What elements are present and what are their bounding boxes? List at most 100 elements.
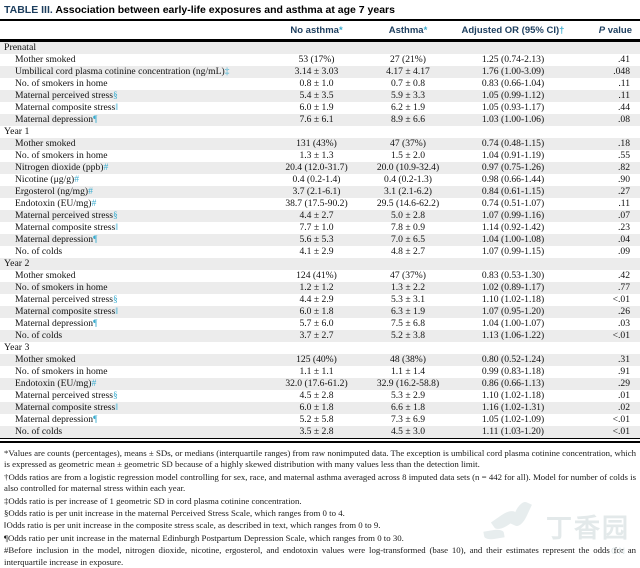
footnote-marker: ¶ xyxy=(93,414,98,425)
exposure-label: Maternal depression¶ xyxy=(0,234,270,246)
adjusted-or-value: 1.05 (1.02-1.09) xyxy=(481,414,545,425)
no-asthma-value: 124 (41%) xyxy=(296,270,337,281)
asthma-value: 32.9 (16.2-58.8) xyxy=(363,378,453,390)
exposure-label: Endotoxin (EU/mg)# xyxy=(0,378,270,390)
footnotes: *Values are counts (percentages), means … xyxy=(0,447,640,568)
data-row: Maternal perceived stress§ 4.5 ± 2.8 5.3 ±… xyxy=(0,390,640,402)
no-asthma-value: 3.14 ± 3.03 xyxy=(270,66,363,78)
p-value: .07 xyxy=(573,210,640,222)
adjusted-or-value: 0.74 (0.51-1.07) xyxy=(481,198,545,209)
p-value: <.01 xyxy=(573,330,640,342)
exposure-label: No. of smokers in home xyxy=(15,366,108,377)
footnote-marker: ‡ xyxy=(224,66,230,77)
asthma-value: 6.6 ± 1.8 xyxy=(363,402,453,414)
footnote-marker: ‖ xyxy=(115,222,118,233)
adjusted-or-value: 1.10 (1.02-1.18) xyxy=(481,390,545,401)
no-asthma-value: 1.1 ± 1.1 xyxy=(299,366,334,377)
footnote-marker: ¶ xyxy=(93,234,98,245)
asthma-value: 7.3 ± 6.9 xyxy=(390,414,426,425)
asthma-value: 1.5 ± 2.0 xyxy=(390,150,426,161)
exposure-label: Maternal perceived stress§ xyxy=(0,90,270,102)
data-row: Maternal composite stress‖ 6.0 ± 1.9 6.2 ±… xyxy=(0,102,640,114)
p-value: <.01 xyxy=(612,294,630,305)
asthma-value: 4.17 ± 4.17 xyxy=(363,66,453,78)
data-row: Mother smoked 124 (41%) 47 (37%) 0.83 (0.53… xyxy=(0,270,640,282)
data-row: Maternal depression¶ 5.2 ± 5.8 7.3 ± 6.9 1.… xyxy=(0,414,640,426)
asthma-value: 47 (37%) xyxy=(363,138,453,150)
section-label: Year 2 xyxy=(0,258,640,270)
table-caption: Association between early-life exposures… xyxy=(52,4,395,16)
no-asthma-value: 6.0 ± 1.8 xyxy=(270,402,363,414)
data-row: Mother smoked 131 (43%) 47 (37%) 0.74 (0.48… xyxy=(0,138,640,150)
adjusted-or-value: 1.13 (1.06-1.22) xyxy=(453,330,573,342)
exposure-label: Maternal composite stress‖ xyxy=(0,402,270,414)
data-table: No asthma* Asthma* Adjusted OR (95% CI)†… xyxy=(0,21,640,438)
p-value: .29 xyxy=(573,378,640,390)
no-asthma-value: 53 (17%) xyxy=(298,54,335,65)
footnote-marker: † xyxy=(559,25,565,36)
asthma-value: 5.9 ± 3.3 xyxy=(363,90,453,102)
p-value: .55 xyxy=(618,150,630,161)
p-value: .08 xyxy=(573,114,640,126)
exposure-label: No. of colds xyxy=(0,426,270,438)
asthma-value: 5.2 ± 3.8 xyxy=(363,330,453,342)
footnote-marker: ‖ xyxy=(115,402,118,413)
no-asthma-value: 3.7 ± 2.7 xyxy=(270,330,363,342)
no-asthma-value: 5.4 ± 3.5 xyxy=(270,90,363,102)
data-row: Maternal depression¶ 5.6 ± 5.3 7.0 ± 6.5 1.… xyxy=(0,234,640,246)
no-asthma-value: 38.7 (17.5-90.2) xyxy=(285,198,348,209)
data-row: Ergosterol (ng/mg)# 3.7 (2.1-6.1) 3.1 (2.1… xyxy=(0,186,640,198)
adjusted-or-value: 0.97 (0.75-1.26) xyxy=(453,162,573,174)
exposure-label: Maternal depression¶ xyxy=(15,414,98,425)
exposure-label: Maternal composite stress‖ xyxy=(0,306,270,318)
footnote: #Before inclusion in the model, nitrogen… xyxy=(4,545,636,567)
exposure-label: Nicotine (μg/g)# xyxy=(15,174,80,185)
footnote-marker: # xyxy=(74,174,80,185)
header-row: No asthma* Asthma* Adjusted OR (95% CI)†… xyxy=(0,21,640,42)
no-asthma-value: 32.0 (17.6-61.2) xyxy=(270,378,363,390)
no-asthma-value: 6.0 ± 1.8 xyxy=(270,306,363,318)
data-row: No. of smokers in home 1.2 ± 1.2 1.3 ± 2.2… xyxy=(0,282,640,294)
table-title: TABLE III. Association between early-lif… xyxy=(0,0,640,21)
header-adjusted-or: Adjusted OR (95% CI)† xyxy=(453,21,573,42)
no-asthma-value: 20.4 (12.0-31.7) xyxy=(270,162,363,174)
p-value: .01 xyxy=(618,390,630,401)
p-value: .02 xyxy=(573,402,640,414)
adjusted-or-value: 1.04 (0.91-1.19) xyxy=(481,150,545,161)
adjusted-or-value: 1.05 (0.93-1.17) xyxy=(481,102,545,113)
asthma-value: 0.7 ± 0.8 xyxy=(390,78,426,89)
footnote-marker: # xyxy=(88,186,93,197)
footnote-marker: § xyxy=(113,90,118,101)
adjusted-or-value: 0.80 (0.52-1.24) xyxy=(453,354,573,366)
header-asthma: Asthma* xyxy=(363,21,453,42)
no-asthma-value: 4.4 ± 2.7 xyxy=(270,210,363,222)
asthma-value: 1.1 ± 1.4 xyxy=(390,366,426,377)
asthma-value: 27 (21%) xyxy=(390,54,426,65)
footnote-marker: ‖ xyxy=(115,102,118,113)
header-no-asthma-label: No asthma xyxy=(290,25,339,36)
asthma-value: 6.3 ± 1.9 xyxy=(363,306,453,318)
no-asthma-value: 5.7 ± 6.0 xyxy=(299,318,334,329)
p-value: .048 xyxy=(573,66,640,78)
footnote-marker: ‡ xyxy=(4,495,9,506)
asthma-value: 20.0 (10.9-32.4) xyxy=(363,162,453,174)
p-value: .44 xyxy=(618,102,630,113)
no-asthma-value: 4.4 ± 2.9 xyxy=(299,294,334,305)
footnote-marker: ‖ xyxy=(115,306,118,317)
footnote: †Odds ratios are from a logistic regress… xyxy=(4,471,636,494)
adjusted-or-value: 0.86 (0.66-1.13) xyxy=(453,378,573,390)
no-asthma-value: 131 (43%) xyxy=(270,138,363,150)
section-label: Prenatal xyxy=(0,40,640,54)
section-row: Year 1 xyxy=(0,126,640,138)
p-value: .11 xyxy=(618,198,630,209)
asthma-value: 4.5 ± 3.0 xyxy=(363,426,453,438)
exposure-label: Maternal depression¶ xyxy=(0,114,270,126)
exposure-label: Maternal composite stress‖ xyxy=(15,222,118,233)
adjusted-or-value: 0.98 (0.66-1.44) xyxy=(481,174,545,185)
exposure-label: Maternal perceived stress§ xyxy=(15,294,118,305)
asthma-value: 5.0 ± 2.8 xyxy=(363,210,453,222)
data-row: Maternal composite stress‖ 6.0 ± 1.8 6.3 ±… xyxy=(0,306,640,318)
p-value: .41 xyxy=(618,54,630,65)
adjusted-or-value: 1.07 (0.95-1.20) xyxy=(453,306,573,318)
